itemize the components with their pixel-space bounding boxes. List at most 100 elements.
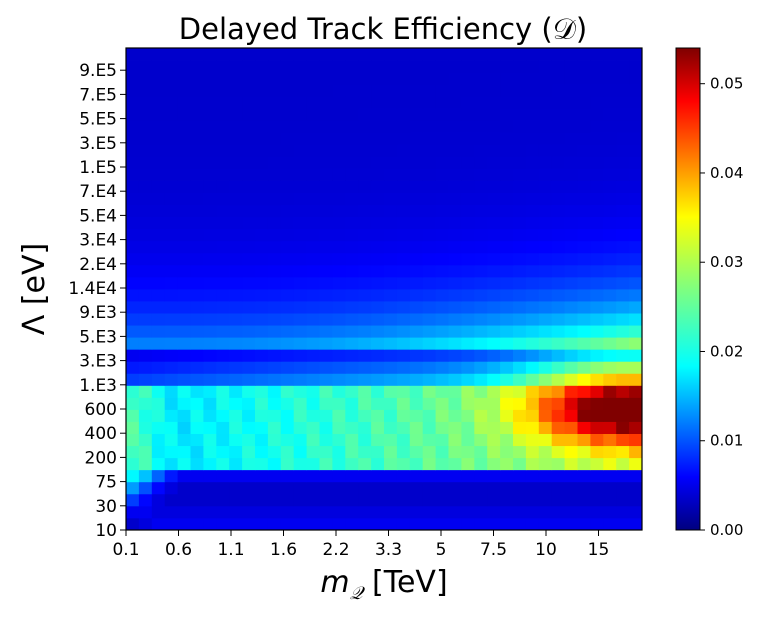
heatmap-cell bbox=[435, 84, 449, 97]
heatmap-cell bbox=[358, 228, 372, 242]
heatmap-cell bbox=[409, 493, 424, 507]
heatmap-cell bbox=[590, 313, 604, 326]
heatmap-cell bbox=[229, 72, 243, 85]
heatmap-cell bbox=[138, 60, 153, 73]
heatmap-cell bbox=[448, 397, 462, 410]
heatmap-cell bbox=[577, 349, 591, 362]
heatmap-cell bbox=[164, 493, 178, 507]
heatmap-cell bbox=[164, 481, 178, 495]
heatmap-cell bbox=[448, 517, 462, 531]
heatmap-cell bbox=[306, 325, 320, 338]
heatmap-cell bbox=[384, 48, 398, 61]
heatmap-cell bbox=[564, 517, 578, 531]
heatmap-cell bbox=[590, 481, 604, 495]
heatmap-cell bbox=[422, 240, 436, 254]
heatmap-cell bbox=[384, 240, 398, 254]
heatmap-cell bbox=[590, 48, 604, 61]
heatmap-cell bbox=[384, 252, 398, 266]
heatmap-cell bbox=[551, 228, 565, 242]
heatmap-cell bbox=[525, 72, 540, 85]
heatmap-cell bbox=[138, 216, 153, 230]
heatmap-cell bbox=[525, 361, 540, 374]
heatmap-cell bbox=[474, 397, 488, 410]
heatmap-cell bbox=[487, 325, 501, 338]
heatmap-cell bbox=[177, 361, 191, 374]
y-tick-label: 9.E3 bbox=[79, 303, 117, 323]
heatmap-cell bbox=[138, 385, 153, 398]
heatmap-cell bbox=[500, 433, 514, 447]
heatmap-cell bbox=[177, 325, 191, 338]
heatmap-cell bbox=[126, 457, 140, 471]
heatmap-cell bbox=[577, 397, 591, 410]
heatmap-cell bbox=[448, 156, 462, 169]
heatmap-cell bbox=[371, 517, 385, 531]
heatmap-cell bbox=[177, 60, 191, 73]
heatmap-cell bbox=[513, 276, 527, 290]
heatmap-cell bbox=[306, 168, 320, 181]
heatmap-cell bbox=[229, 421, 243, 434]
heatmap-cell bbox=[396, 301, 411, 314]
heatmap-cell bbox=[332, 264, 346, 278]
heatmap-cell bbox=[242, 361, 256, 374]
heatmap-cell bbox=[293, 48, 307, 61]
heatmap-cell bbox=[293, 144, 307, 157]
heatmap-cell bbox=[371, 84, 385, 97]
heatmap-cell bbox=[164, 264, 178, 278]
heatmap-cell bbox=[487, 385, 501, 398]
heatmap-cell bbox=[525, 337, 540, 350]
heatmap-cell bbox=[422, 204, 436, 218]
heatmap-cell bbox=[306, 240, 320, 254]
heatmap-cell bbox=[293, 349, 307, 362]
heatmap-cell bbox=[319, 120, 333, 133]
heatmap-cell bbox=[190, 361, 204, 374]
heatmap-cell bbox=[461, 240, 475, 254]
heatmap-cell bbox=[190, 144, 204, 157]
heatmap-cell bbox=[538, 457, 553, 471]
heatmap-cell bbox=[577, 72, 591, 85]
heatmap-cell bbox=[255, 337, 269, 350]
heatmap-cell bbox=[306, 252, 320, 266]
heatmap-cell bbox=[409, 397, 424, 410]
heatmap-cell bbox=[577, 192, 591, 206]
heatmap-cell bbox=[358, 505, 372, 519]
heatmap-cell bbox=[435, 276, 449, 290]
heatmap-cell bbox=[435, 72, 449, 85]
heatmap-cell bbox=[538, 505, 553, 519]
heatmap-cell bbox=[267, 421, 282, 434]
heatmap-cell bbox=[293, 505, 307, 519]
heatmap-cell bbox=[538, 445, 553, 459]
heatmap-cell bbox=[525, 517, 540, 531]
heatmap-cell bbox=[306, 457, 320, 471]
heatmap-cell bbox=[409, 204, 424, 218]
heatmap-cell bbox=[126, 156, 140, 169]
heatmap-cell bbox=[603, 409, 617, 422]
heatmap-cell bbox=[306, 120, 320, 133]
heatmap-cell bbox=[551, 361, 565, 374]
heatmap-cell bbox=[435, 337, 449, 350]
heatmap-cell bbox=[435, 433, 449, 447]
heatmap-cell bbox=[448, 481, 462, 495]
heatmap-cell bbox=[280, 72, 295, 85]
heatmap-cell bbox=[474, 204, 488, 218]
heatmap-cell bbox=[513, 421, 527, 434]
heatmap-cell bbox=[435, 349, 449, 362]
heatmap-cell bbox=[551, 96, 565, 109]
heatmap-cell bbox=[332, 397, 346, 410]
heatmap-cell bbox=[448, 289, 462, 302]
heatmap-cell bbox=[603, 84, 617, 97]
heatmap-cell bbox=[242, 349, 256, 362]
heatmap-cell bbox=[500, 397, 514, 410]
heatmap-cell bbox=[487, 132, 501, 145]
heatmap-cell bbox=[319, 60, 333, 73]
heatmap-cell bbox=[577, 252, 591, 266]
heatmap-cell bbox=[487, 180, 501, 193]
heatmap-cell bbox=[513, 385, 527, 398]
heatmap-cell bbox=[629, 349, 643, 362]
heatmap-cell bbox=[564, 373, 578, 386]
heatmap-cell bbox=[293, 469, 307, 483]
heatmap-cell bbox=[229, 168, 243, 181]
heatmap-cell bbox=[151, 120, 166, 133]
heatmap-cell bbox=[513, 84, 527, 97]
heatmap-cell bbox=[396, 72, 411, 85]
heatmap-cell bbox=[513, 72, 527, 85]
